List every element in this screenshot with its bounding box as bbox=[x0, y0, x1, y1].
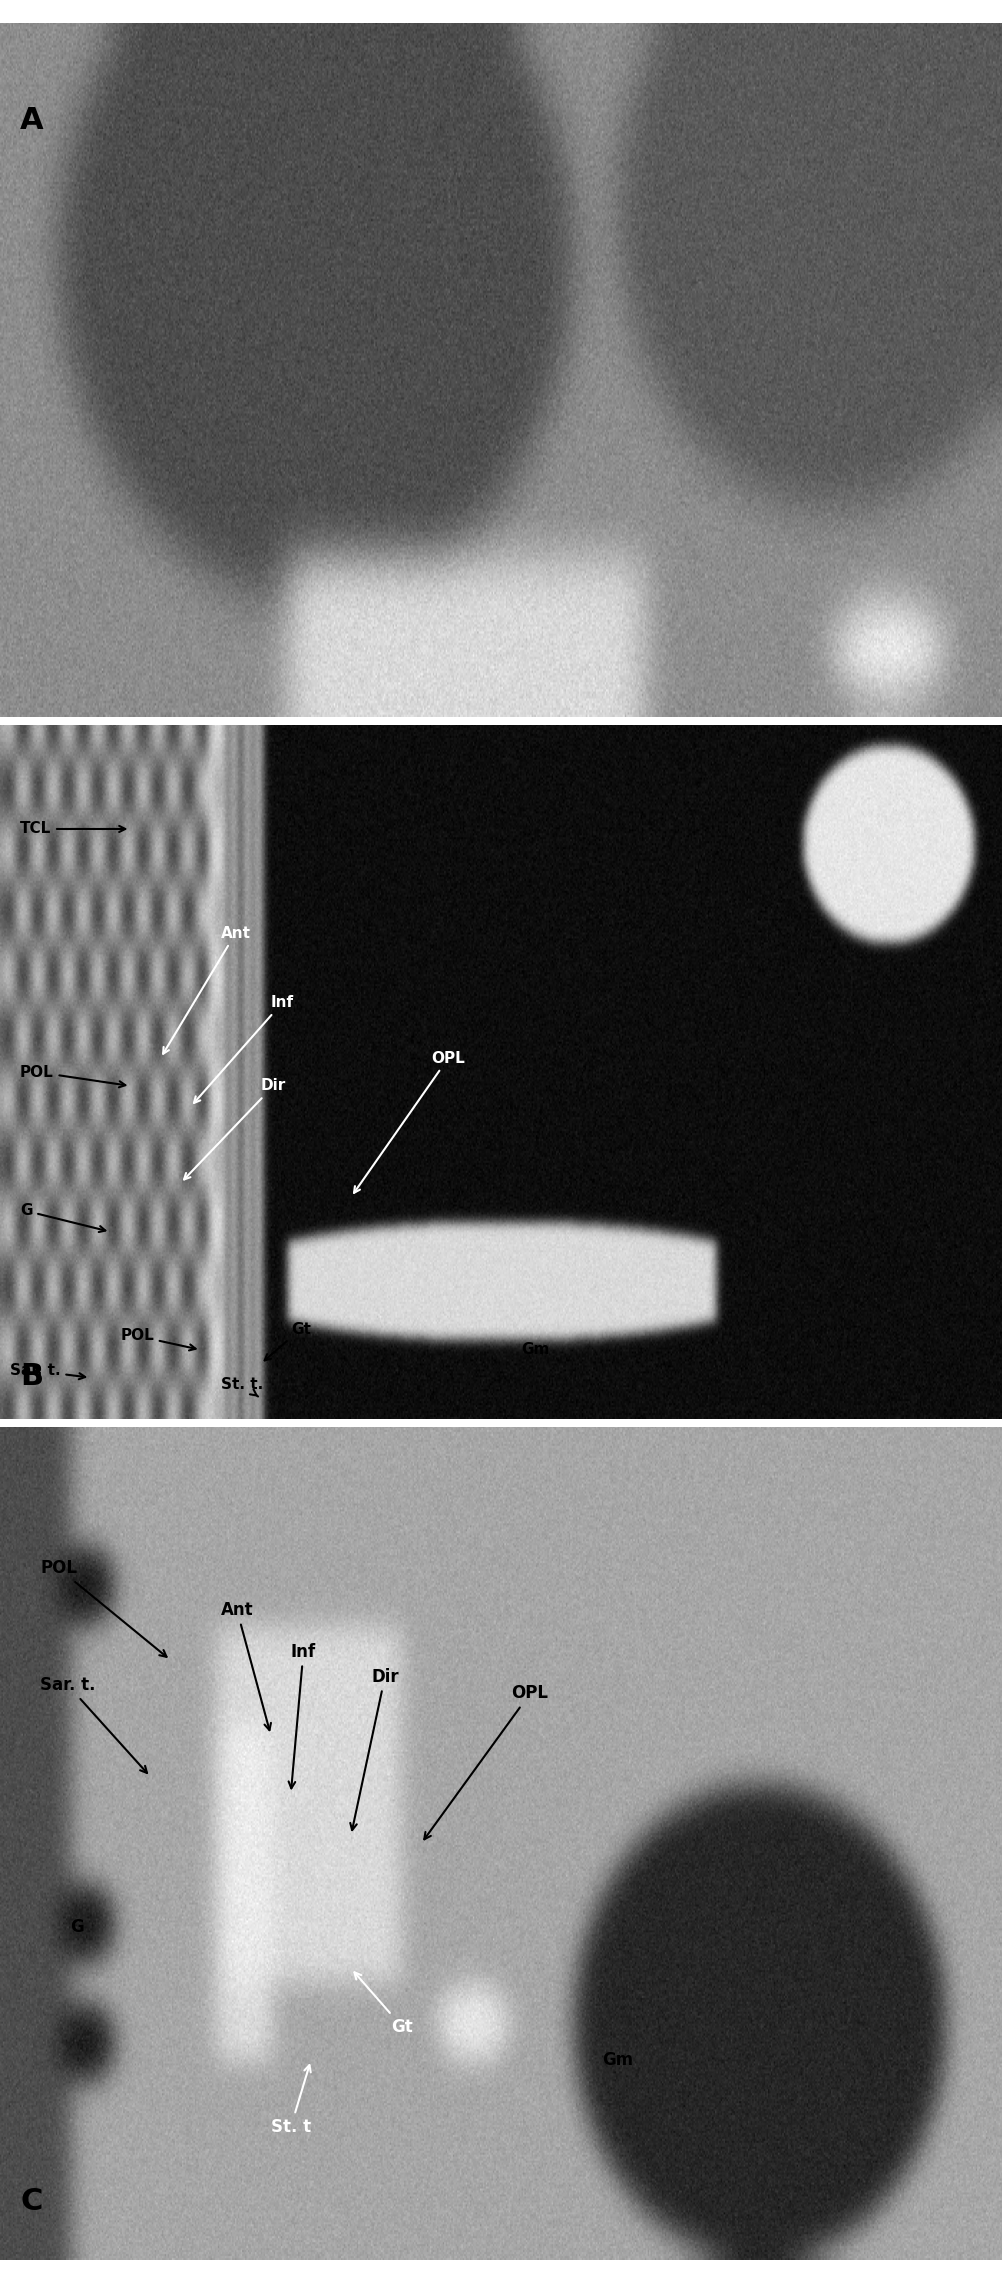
Text: Dir: Dir bbox=[184, 1078, 286, 1180]
Text: Sar. t.: Sar. t. bbox=[40, 1676, 147, 1774]
Text: St. t: St. t bbox=[271, 2066, 311, 2137]
Text: POL: POL bbox=[40, 1559, 166, 1657]
Text: OPL: OPL bbox=[424, 1685, 548, 1840]
Text: C: C bbox=[20, 2187, 42, 2217]
Text: Sar. t.: Sar. t. bbox=[10, 1363, 85, 1379]
Text: Ant: Ant bbox=[163, 925, 250, 1055]
Text: B: B bbox=[20, 1361, 43, 1390]
Text: G: G bbox=[70, 1918, 84, 1936]
Text: Ant: Ant bbox=[220, 1600, 271, 1731]
Text: St. t.: St. t. bbox=[220, 1377, 263, 1397]
Text: Inf: Inf bbox=[193, 995, 294, 1103]
Text: Gt: Gt bbox=[354, 1973, 413, 2036]
Text: Dir: Dir bbox=[350, 1669, 399, 1831]
Text: Gm: Gm bbox=[601, 2050, 632, 2068]
Text: POL: POL bbox=[120, 1329, 195, 1352]
Text: G: G bbox=[20, 1203, 105, 1233]
Text: OPL: OPL bbox=[354, 1050, 465, 1194]
Text: POL: POL bbox=[20, 1064, 125, 1087]
Text: A: A bbox=[20, 107, 44, 135]
Text: Inf: Inf bbox=[289, 1644, 316, 1788]
Text: Gt: Gt bbox=[265, 1322, 311, 1361]
Text: TCL: TCL bbox=[20, 822, 125, 836]
Text: Gm: Gm bbox=[521, 1342, 549, 1358]
